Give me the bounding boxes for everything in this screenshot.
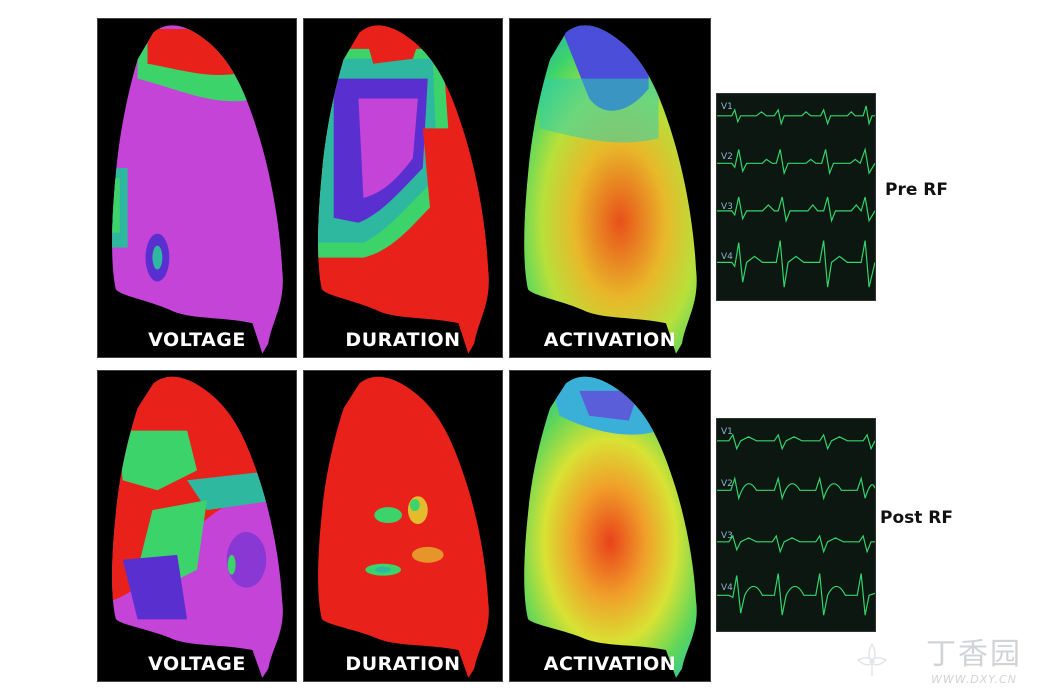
ecg-lead-label: V1 — [721, 427, 733, 437]
duration-map-image — [318, 376, 489, 678]
ecg-lead-label: V3 — [721, 531, 733, 541]
watermark: 丁香园 WWW.DXY.CN — [926, 629, 1022, 686]
panel-label: ACTIVATION — [543, 653, 677, 675]
pre-rf-ecg: V1 V2 V3 V4 — [716, 93, 876, 301]
pre-activation-map: ACTIVATION — [509, 18, 711, 358]
ecg-traces — [717, 433, 875, 616]
panel-label: DURATION — [345, 653, 461, 675]
post-voltage-map: VOLTAGE — [97, 370, 297, 682]
voltage-map-image — [112, 25, 283, 354]
panel-label: VOLTAGE — [148, 653, 246, 675]
watermark-text: 丁香园 — [926, 637, 1022, 672]
pre-rf-label: Pre RF — [885, 180, 948, 200]
ecg-lead-label: V4 — [721, 252, 733, 262]
pre-duration-map: DURATION — [303, 18, 503, 358]
post-rf-ecg: V1 V2 V3 V4 — [716, 418, 876, 632]
watermark-url: WWW.DXY.CN — [931, 673, 1017, 686]
activation-map-image — [524, 376, 697, 678]
post-duration-map: DURATION — [303, 370, 503, 682]
ecg-lead-label: V3 — [721, 202, 733, 212]
post-activation-map: ACTIVATION — [509, 370, 711, 682]
duration-map-image — [318, 25, 489, 354]
panel-label: DURATION — [345, 329, 461, 351]
ecg-lead-label: V2 — [721, 479, 733, 489]
post-rf-label: Post RF — [880, 508, 954, 528]
activation-map-image — [524, 25, 697, 354]
ecg-lead-label: V2 — [721, 152, 733, 162]
pre-voltage-map: VOLTAGE — [97, 18, 297, 358]
panel-label: ACTIVATION — [543, 329, 677, 351]
voltage-map-image — [112, 376, 283, 678]
ecg-lead-label: V4 — [721, 583, 733, 593]
panel-label: VOLTAGE — [148, 329, 246, 351]
dxy-logo-icon — [856, 642, 888, 676]
ecg-traces — [717, 105, 875, 288]
ecg-lead-label: V1 — [721, 102, 733, 112]
